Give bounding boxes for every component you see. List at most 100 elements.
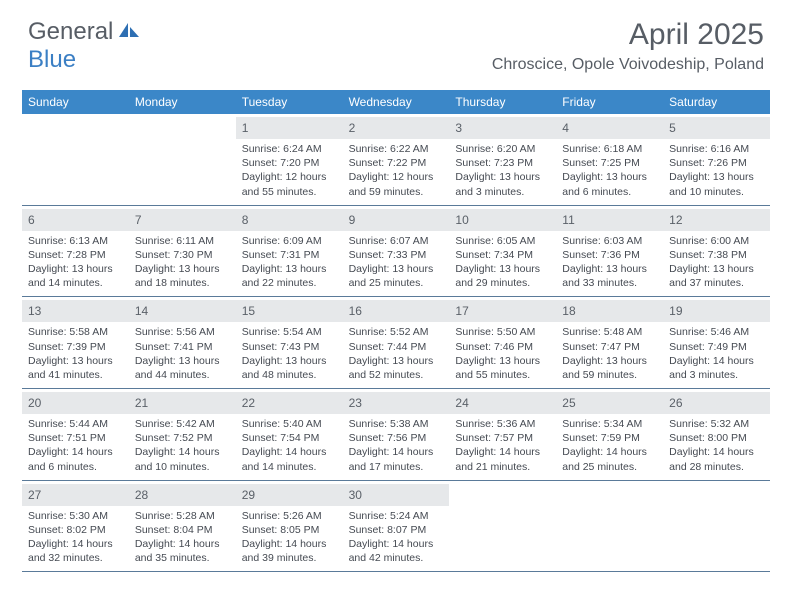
daylight-line2: and 37 minutes. <box>669 276 764 290</box>
sunset-line: Sunset: 8:05 PM <box>242 523 337 537</box>
day-number-bar: 7 <box>129 209 236 231</box>
sunset-line: Sunset: 7:39 PM <box>28 340 123 354</box>
dow-sunday: Sunday <box>22 90 129 114</box>
sunrise-line: Sunrise: 6:11 AM <box>135 234 230 248</box>
sunset-line: Sunset: 7:33 PM <box>349 248 444 262</box>
day-number: 9 <box>349 213 356 227</box>
daylight-line1: Daylight: 12 hours <box>349 170 444 184</box>
empty-day-cell <box>129 114 236 205</box>
day-number-bar: 30 <box>343 484 450 506</box>
page-header: General April 2025 Chroscice, Opole Voiv… <box>0 0 792 80</box>
month-title: April 2025 <box>492 18 764 52</box>
day-number: 10 <box>455 213 468 227</box>
sunset-line: Sunset: 7:44 PM <box>349 340 444 354</box>
daylight-line1: Daylight: 14 hours <box>242 537 337 551</box>
sunrise-line: Sunrise: 6:16 AM <box>669 142 764 156</box>
daylight-line1: Daylight: 14 hours <box>669 354 764 368</box>
dow-thursday: Thursday <box>449 90 556 114</box>
sunrise-line: Sunrise: 5:32 AM <box>669 417 764 431</box>
dow-wednesday: Wednesday <box>343 90 450 114</box>
day-number-bar: 4 <box>556 117 663 139</box>
day-number-bar: 26 <box>663 392 770 414</box>
title-block: April 2025 Chroscice, Opole Voivodeship,… <box>492 18 764 74</box>
day-number: 14 <box>135 304 148 318</box>
day-number-bar: 27 <box>22 484 129 506</box>
day-number: 27 <box>28 488 41 502</box>
sunset-line: Sunset: 7:25 PM <box>562 156 657 170</box>
day-cell: 5Sunrise: 6:16 AMSunset: 7:26 PMDaylight… <box>663 114 770 205</box>
daylight-line1: Daylight: 13 hours <box>135 354 230 368</box>
sunrise-line: Sunrise: 6:20 AM <box>455 142 550 156</box>
daylight-line1: Daylight: 13 hours <box>669 170 764 184</box>
daylight-line1: Daylight: 13 hours <box>562 170 657 184</box>
daylight-line2: and 10 minutes. <box>669 185 764 199</box>
sunrise-line: Sunrise: 6:18 AM <box>562 142 657 156</box>
sunrise-line: Sunrise: 5:40 AM <box>242 417 337 431</box>
daylight-line1: Daylight: 14 hours <box>242 445 337 459</box>
week-row: 6Sunrise: 6:13 AMSunset: 7:28 PMDaylight… <box>22 206 770 298</box>
daylight-line1: Daylight: 13 hours <box>455 262 550 276</box>
sunset-line: Sunset: 7:49 PM <box>669 340 764 354</box>
day-number-bar: 1 <box>236 117 343 139</box>
day-number-bar: 3 <box>449 117 556 139</box>
day-cell: 3Sunrise: 6:20 AMSunset: 7:23 PMDaylight… <box>449 114 556 205</box>
day-number-bar: 14 <box>129 300 236 322</box>
daylight-line1: Daylight: 14 hours <box>349 537 444 551</box>
sunrise-line: Sunrise: 5:58 AM <box>28 325 123 339</box>
daylight-line2: and 22 minutes. <box>242 276 337 290</box>
brand-logo: General <box>28 18 141 46</box>
sunrise-line: Sunrise: 6:03 AM <box>562 234 657 248</box>
daylight-line2: and 59 minutes. <box>349 185 444 199</box>
daylight-line1: Daylight: 13 hours <box>562 354 657 368</box>
day-cell: 20Sunrise: 5:44 AMSunset: 7:51 PMDayligh… <box>22 389 129 480</box>
daylight-line1: Daylight: 14 hours <box>669 445 764 459</box>
sunrise-line: Sunrise: 6:09 AM <box>242 234 337 248</box>
day-number-bar: 9 <box>343 209 450 231</box>
daylight-line2: and 3 minutes. <box>455 185 550 199</box>
day-number-bar: 5 <box>663 117 770 139</box>
sunset-line: Sunset: 8:04 PM <box>135 523 230 537</box>
sunset-line: Sunset: 7:47 PM <box>562 340 657 354</box>
daylight-line1: Daylight: 13 hours <box>669 262 764 276</box>
day-number: 30 <box>349 488 362 502</box>
day-number-bar: 24 <box>449 392 556 414</box>
day-cell: 26Sunrise: 5:32 AMSunset: 8:00 PMDayligh… <box>663 389 770 480</box>
daylight-line1: Daylight: 14 hours <box>349 445 444 459</box>
daylight-line1: Daylight: 13 hours <box>349 354 444 368</box>
day-number: 11 <box>562 213 574 227</box>
day-number: 21 <box>135 396 148 410</box>
sunrise-line: Sunrise: 5:56 AM <box>135 325 230 339</box>
sunset-line: Sunset: 7:56 PM <box>349 431 444 445</box>
sunrise-line: Sunrise: 6:22 AM <box>349 142 444 156</box>
day-cell: 4 Sunrise: 6:18 AMSunset: 7:25 PMDaylight… <box>556 114 663 205</box>
day-number-bar: 16 <box>343 300 450 322</box>
day-number-bar: 12 <box>663 209 770 231</box>
day-cell: 2Sunrise: 6:22 AMSunset: 7:22 PMDaylight… <box>343 114 450 205</box>
day-number-bar: 17 <box>449 300 556 322</box>
sunrise-line: Sunrise: 5:52 AM <box>349 325 444 339</box>
daylight-line2: and 14 minutes. <box>28 276 123 290</box>
day-cell: 17Sunrise: 5:50 AMSunset: 7:46 PMDayligh… <box>449 297 556 388</box>
daylight-line1: Daylight: 13 hours <box>28 262 123 276</box>
daylight-line2: and 29 minutes. <box>455 276 550 290</box>
sunrise-line: Sunrise: 5:26 AM <box>242 509 337 523</box>
sunrise-line: Sunrise: 5:28 AM <box>135 509 230 523</box>
daylight-line2: and 6 minutes. <box>562 185 657 199</box>
day-cell: 11 Sunrise: 6:03 AMSunset: 7:36 PMDayligh… <box>556 206 663 297</box>
daylight-line1: Daylight: 13 hours <box>562 262 657 276</box>
day-cell: 23Sunrise: 5:38 AMSunset: 7:56 PMDayligh… <box>343 389 450 480</box>
daylight-line1: Daylight: 13 hours <box>349 262 444 276</box>
sunset-line: Sunset: 7:36 PM <box>562 248 657 262</box>
daylight-line2: and 32 minutes. <box>28 551 123 565</box>
day-number: 16 <box>349 304 362 318</box>
day-number-bar: 22 <box>236 392 343 414</box>
sunrise-line: Sunrise: 5:42 AM <box>135 417 230 431</box>
day-number-bar: 15 <box>236 300 343 322</box>
day-number: 5 <box>669 121 676 135</box>
dow-monday: Monday <box>129 90 236 114</box>
day-cell: 16 Sunrise: 5:52 AMSunset: 7:44 PMDayligh… <box>343 297 450 388</box>
day-number: 20 <box>28 396 41 410</box>
sunset-line: Sunset: 7:41 PM <box>135 340 230 354</box>
day-number: 28 <box>135 488 148 502</box>
sunrise-line: Sunrise: 5:36 AM <box>455 417 550 431</box>
